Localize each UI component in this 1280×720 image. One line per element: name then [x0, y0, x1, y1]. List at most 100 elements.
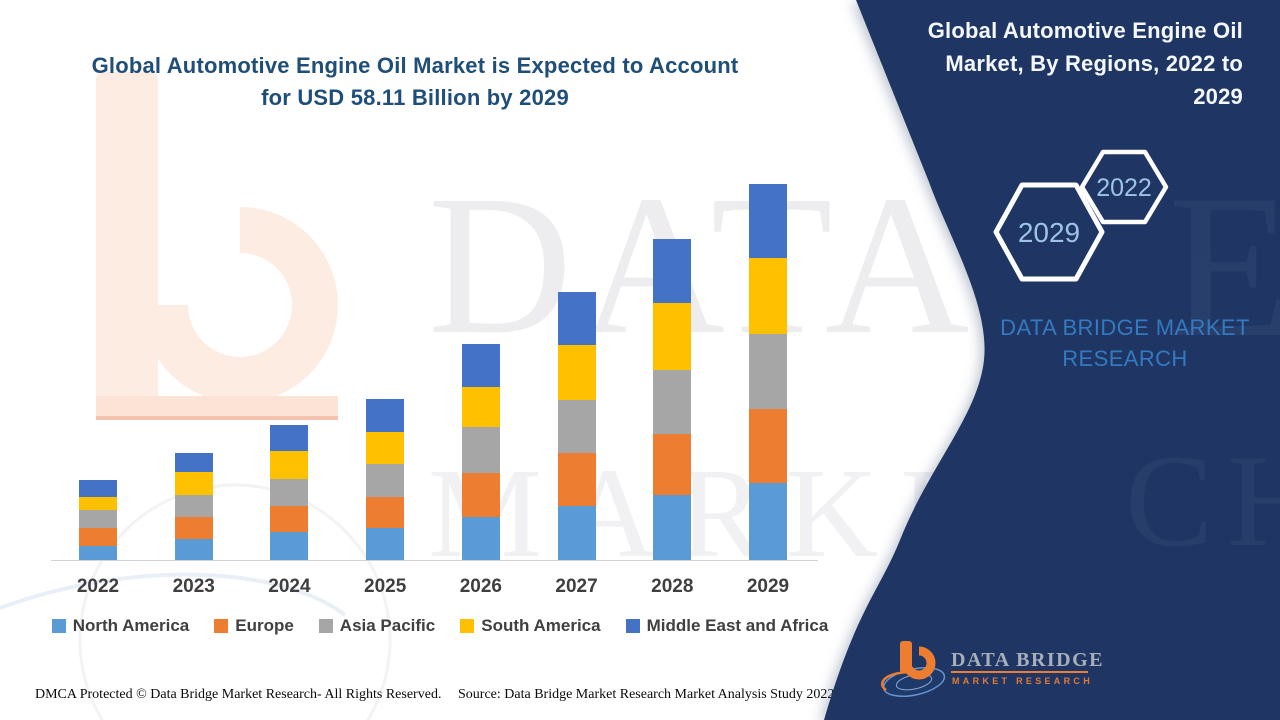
bar-segment-2024-middle-east-and-africa	[270, 424, 309, 451]
legend-label: Middle East and Africa	[646, 616, 829, 635]
legend-label: South America	[481, 616, 601, 635]
bar-segment-2025-north-america	[366, 528, 405, 560]
panel-title-line3: 2029	[1193, 84, 1243, 109]
bar-segment-2029-middle-east-and-africa	[748, 184, 787, 259]
bar-segment-2022-north-america	[79, 545, 117, 560]
bar-segment-2024-asia-pacific	[270, 479, 309, 506]
panel-watermark-row2: CH	[1125, 427, 1280, 574]
bar-segment-2023-europe	[174, 517, 213, 540]
x-axis-label-2025: 2025	[364, 576, 407, 597]
bar-segment-2027-asia-pacific	[557, 399, 596, 454]
watermark-logo-swoosh-accent	[96, 416, 338, 420]
logo-underline	[951, 671, 1088, 673]
bar-segment-2028-south-america	[653, 303, 692, 370]
bar-segment-2027-north-america	[557, 506, 596, 560]
legend-swatch	[51, 619, 66, 633]
x-axis-label-2022: 2022	[76, 576, 120, 597]
logo-name: DATA BRIDGE	[951, 649, 1105, 671]
bar-segment-2026-south-america	[461, 386, 500, 428]
x-axis-label-2027: 2027	[555, 576, 598, 597]
watermark-logo-b-bar	[96, 72, 158, 402]
bar-segment-2023-middle-east-and-africa	[174, 452, 213, 472]
x-axis-label-2029: 2029	[746, 576, 790, 597]
hexagon-2029	[993, 182, 1105, 282]
legend-item-south-america: South America	[460, 616, 601, 636]
legend-item-asia-pacific: Asia Pacific	[318, 616, 436, 636]
panel-title-line2: Market, By Regions, 2022 to	[945, 51, 1243, 76]
badge-2022-label: 2022	[1096, 174, 1152, 202]
bar-segment-2023-south-america	[174, 472, 213, 496]
bar-segment-2024-south-america	[270, 450, 309, 480]
bar-segment-2022-europe	[79, 527, 117, 546]
legend-swatch	[460, 619, 475, 633]
bar-segment-2029-north-america	[748, 483, 787, 560]
page-title: Global Automotive Engine Oil Market is E…	[70, 50, 760, 114]
watermark-logo-b-bowl	[142, 207, 338, 403]
bar-segment-2023-north-america	[174, 539, 213, 560]
page-title-line2: for USD 58.11 Billion by 2029	[261, 85, 569, 110]
bar-segment-2023-asia-pacific	[174, 495, 213, 518]
brand-line1: DATA BRIDGE MARKET	[1000, 315, 1250, 340]
bar-segment-2022-middle-east-and-africa	[79, 479, 117, 497]
bar-segment-2025-middle-east-and-africa	[366, 398, 405, 432]
bar-segment-2028-north-america	[653, 495, 692, 560]
panel-title-line1: Global Automotive Engine Oil	[927, 18, 1243, 43]
x-axis-label-2024: 2024	[268, 576, 311, 597]
panel-title: Global Automotive Engine Oil Market, By …	[813, 14, 1243, 113]
bar-segment-2025-europe	[366, 496, 405, 529]
x-axis-line	[51, 560, 818, 561]
bar-segment-2025-asia-pacific	[366, 463, 405, 497]
legend-item-europe: Europe	[214, 616, 294, 636]
panel-watermark-row1: E	[1168, 153, 1280, 380]
year-badges: 2022 2029	[993, 149, 1169, 282]
bar-segment-2029-asia-pacific	[748, 333, 787, 410]
bar-segment-2024-north-america	[270, 532, 309, 560]
bar-segment-2027-europe	[557, 453, 596, 507]
bar-segment-2024-europe	[270, 505, 309, 533]
badge-2029-label: 2029	[1018, 217, 1080, 248]
legend-swatch	[625, 619, 640, 633]
bar-segment-2026-middle-east-and-africa	[461, 343, 500, 387]
logo-swoosh-ellipse	[882, 666, 946, 698]
bar-segment-2022-asia-pacific	[79, 509, 117, 528]
page-title-line1: Global Automotive Engine Oil Market is E…	[91, 53, 739, 78]
company-logo	[881, 641, 946, 698]
brand-wordmark: DATA BRIDGE MARKET RESEARCH	[960, 312, 1280, 374]
bar-segment-2028-middle-east-and-africa	[653, 239, 692, 304]
legend-item-middle-east-and-africa: Middle East and Africa	[625, 616, 829, 636]
logo-subtitle: MARKET RESEARCH	[952, 676, 1094, 686]
bar-segment-2027-middle-east-and-africa	[557, 292, 596, 345]
bar-segment-2029-europe	[748, 409, 787, 483]
legend-label: Asia Pacific	[339, 616, 436, 635]
legend-label: Europe	[235, 616, 294, 635]
x-axis-label-2023: 2023	[172, 576, 215, 597]
bar-segment-2026-europe	[461, 472, 500, 517]
bar-segment-2027-south-america	[557, 344, 596, 400]
source-note: Source: Data Bridge Market Research Mark…	[458, 687, 835, 702]
watermark-logo-swoosh	[96, 396, 338, 418]
chart-legend: North America Europe Asia Pacific South Ame…	[40, 616, 840, 636]
x-axis-label-2028: 2028	[651, 576, 694, 597]
logo-b-mark	[881, 641, 946, 698]
bar-segment-2022-south-america	[79, 496, 117, 510]
legend-swatch	[318, 619, 333, 633]
bar-segment-2025-south-america	[366, 431, 405, 464]
hexagon-2022	[1079, 149, 1169, 225]
watermark-arc-blue	[0, 572, 347, 617]
brand-line2: RESEARCH	[1062, 346, 1188, 371]
bar-segment-2026-north-america	[461, 516, 500, 560]
dmca-notice: DMCA Protected © Data Bridge Market Rese…	[35, 687, 442, 702]
bar-segment-2028-europe	[653, 433, 692, 496]
legend-swatch	[214, 619, 229, 633]
x-axis-label-2026: 2026	[459, 576, 502, 597]
bar-segment-2026-asia-pacific	[461, 427, 500, 473]
panel-shape	[824, 0, 1280, 720]
legend-item-north-america: North America	[51, 616, 190, 636]
bar-segment-2028-asia-pacific	[653, 369, 692, 434]
bar-segment-2029-south-america	[748, 258, 787, 334]
watermark-arc-gray	[78, 483, 392, 720]
logo-b-bowl	[902, 646, 936, 680]
legend-label: North America	[72, 616, 190, 635]
